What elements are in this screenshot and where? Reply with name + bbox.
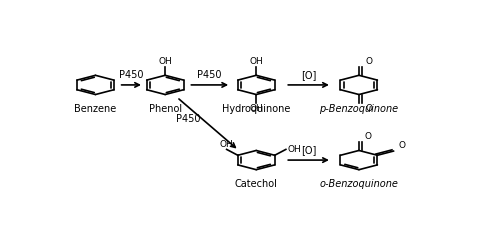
Text: OH: OH [288, 145, 302, 154]
Text: Benzene: Benzene [74, 104, 116, 114]
Text: [O]: [O] [301, 146, 316, 155]
Text: o-Benzoquinone: o-Benzoquinone [320, 179, 398, 189]
Text: P450: P450 [119, 70, 144, 80]
Text: O: O [364, 132, 372, 141]
Text: Catechol: Catechol [235, 179, 278, 189]
Text: P450: P450 [198, 70, 222, 80]
Text: OH: OH [220, 140, 234, 148]
Text: [O]: [O] [301, 70, 316, 80]
Text: p-Benzoquinone: p-Benzoquinone [320, 104, 398, 114]
Text: Phenol: Phenol [148, 104, 182, 114]
Text: O: O [366, 57, 373, 66]
Text: OH: OH [250, 57, 263, 66]
Text: O: O [398, 141, 405, 150]
Text: O: O [366, 104, 373, 113]
Text: Hydroquinone: Hydroquinone [222, 104, 290, 114]
Text: OH: OH [250, 104, 263, 113]
Text: OH: OH [158, 57, 172, 66]
Text: P450: P450 [176, 114, 201, 123]
